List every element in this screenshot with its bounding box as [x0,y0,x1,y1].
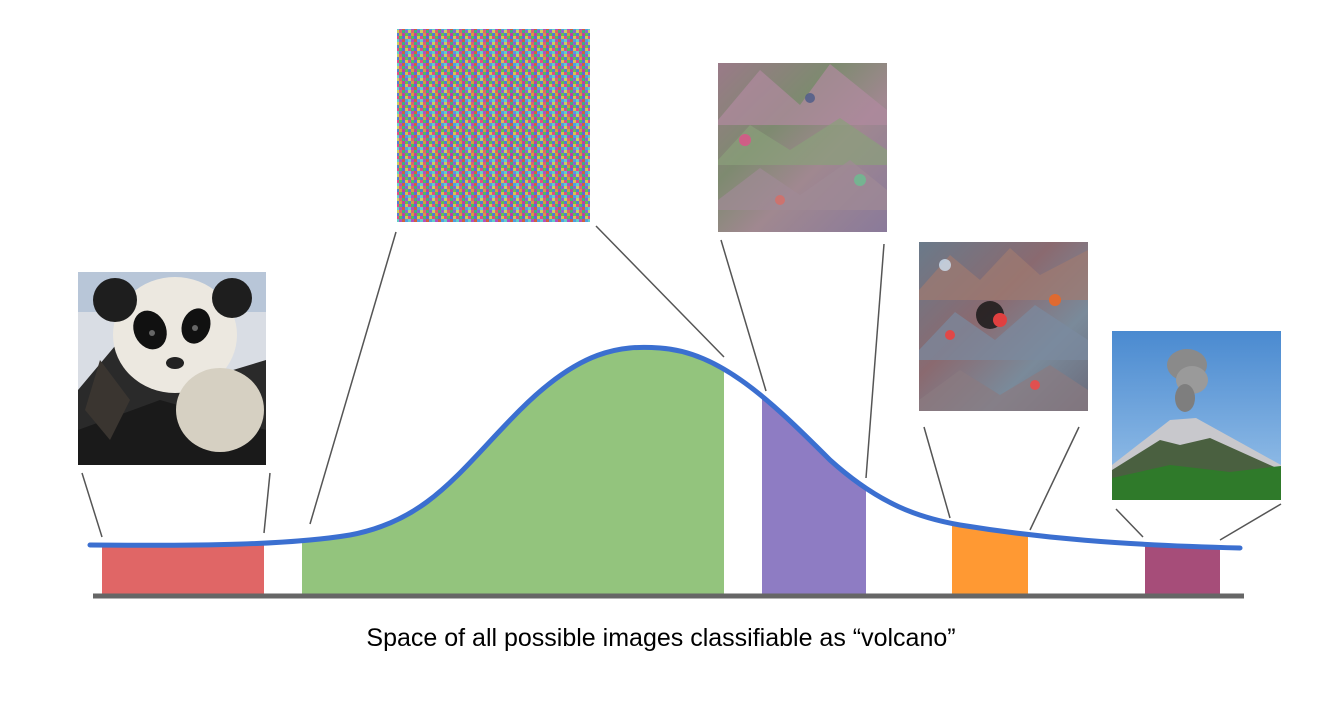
region-noise [302,347,724,595]
connector-synthetic2-right [1029,426,1080,531]
connector-panda-right [263,472,271,534]
synthetic-volcano-image-2 [919,242,1088,411]
distribution-curve [87,344,1243,551]
panda-image [78,272,266,465]
connector-lines [81,225,1282,541]
connector-volcano-left [1115,508,1144,538]
connector-noise-left [309,231,397,525]
connector-noise-right [595,225,725,358]
connector-volcano-right [1219,503,1282,541]
connector-synthetic2-left [923,426,951,519]
connector-panda-left [81,472,103,538]
synthetic-volcano-image-1 [718,63,887,232]
noise-image [397,29,590,222]
volcano-photo [1112,331,1281,500]
connector-synthetic1-left [720,239,767,392]
connector-synthetic1-right [865,243,885,479]
diagram-caption: Space of all possible images classifiabl… [366,624,956,652]
